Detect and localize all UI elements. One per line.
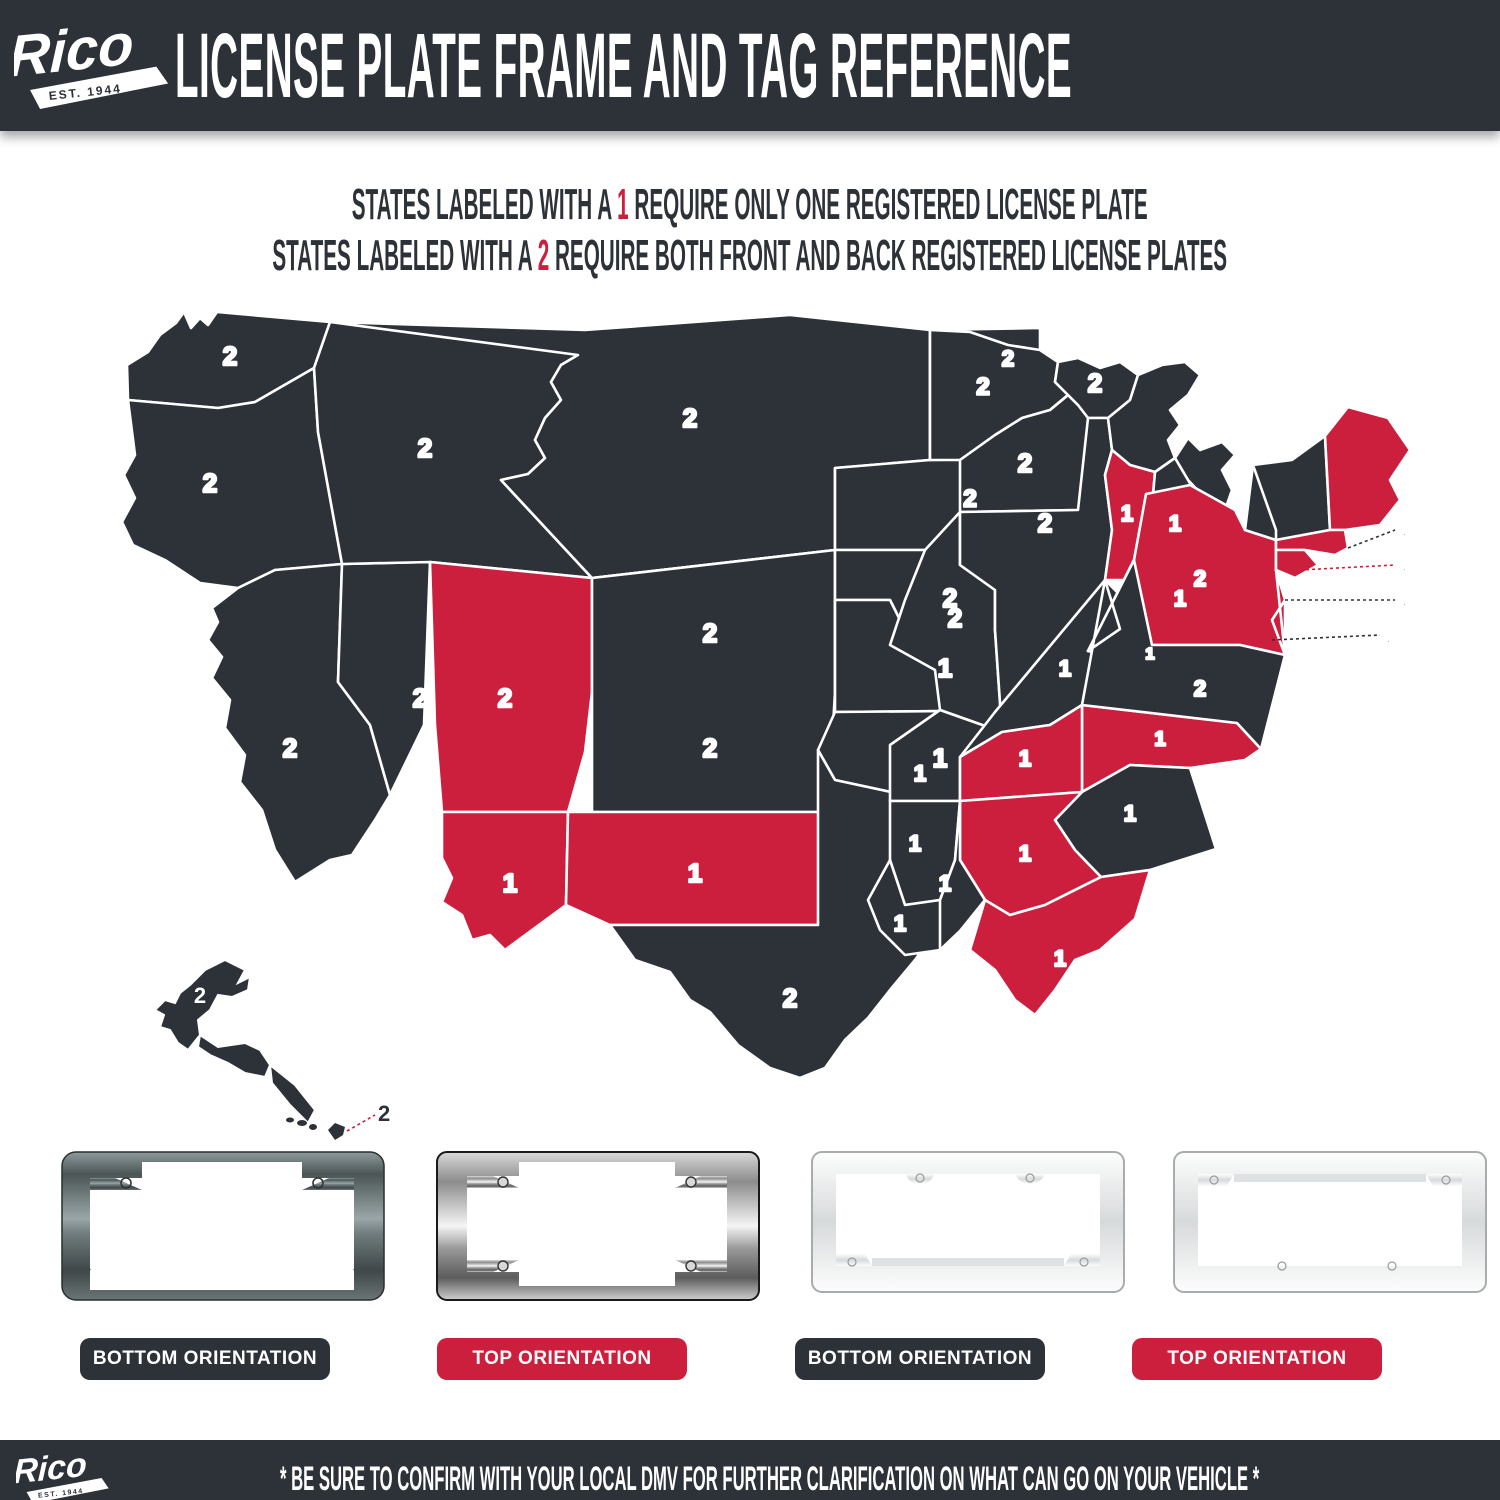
svg-text:1: 1 — [503, 868, 517, 898]
svg-text:1: 1 — [933, 743, 947, 773]
svg-text:2: 2 — [1386, 627, 1397, 648]
svg-text:2: 2 — [223, 341, 237, 371]
svg-text:1: 1 — [688, 858, 702, 888]
svg-text:2: 2 — [378, 1101, 390, 1126]
svg-text:2: 2 — [1402, 520, 1413, 541]
svg-text:2: 2 — [948, 603, 962, 633]
svg-text:2: 2 — [203, 468, 217, 498]
svg-text:2: 2 — [1018, 448, 1032, 478]
svg-text:2: 2 — [1194, 566, 1206, 591]
svg-text:2: 2 — [418, 433, 432, 463]
svg-text:1: 1 — [938, 653, 952, 683]
svg-text:1: 1 — [1194, 408, 1205, 430]
svg-text:1: 1 — [909, 831, 921, 856]
svg-text:2: 2 — [1002, 346, 1014, 371]
svg-text:2: 2 — [783, 983, 797, 1013]
svg-text:1: 1 — [914, 761, 926, 786]
svg-text:1: 1 — [1146, 646, 1155, 663]
svg-text:1: 1 — [1124, 801, 1136, 826]
svg-text:1: 1 — [1019, 841, 1031, 866]
svg-text:1: 1 — [894, 911, 906, 936]
svg-text:2: 2 — [413, 683, 427, 713]
svg-text:2: 2 — [1194, 676, 1206, 701]
svg-text:2: 2 — [1038, 508, 1052, 538]
svg-text:1: 1 — [1154, 728, 1165, 750]
svg-text:1: 1 — [939, 871, 951, 896]
svg-text:2: 2 — [963, 485, 976, 512]
svg-text:2: 2 — [1402, 555, 1413, 576]
svg-text:2: 2 — [1402, 590, 1413, 611]
svg-text:1: 1 — [1059, 656, 1071, 681]
svg-text:2: 2 — [703, 618, 717, 648]
svg-text:2: 2 — [976, 373, 989, 400]
svg-text:2: 2 — [683, 403, 697, 433]
svg-text:1: 1 — [1169, 511, 1181, 536]
svg-text:1: 1 — [1174, 586, 1186, 611]
svg-text:1: 1 — [1054, 946, 1066, 971]
svg-text:1: 1 — [1019, 746, 1031, 771]
svg-text:2: 2 — [283, 733, 297, 763]
svg-text:2: 2 — [1088, 368, 1102, 398]
svg-text:2: 2 — [498, 683, 512, 713]
svg-text:1: 1 — [1121, 501, 1133, 526]
svg-text:2: 2 — [703, 733, 717, 763]
